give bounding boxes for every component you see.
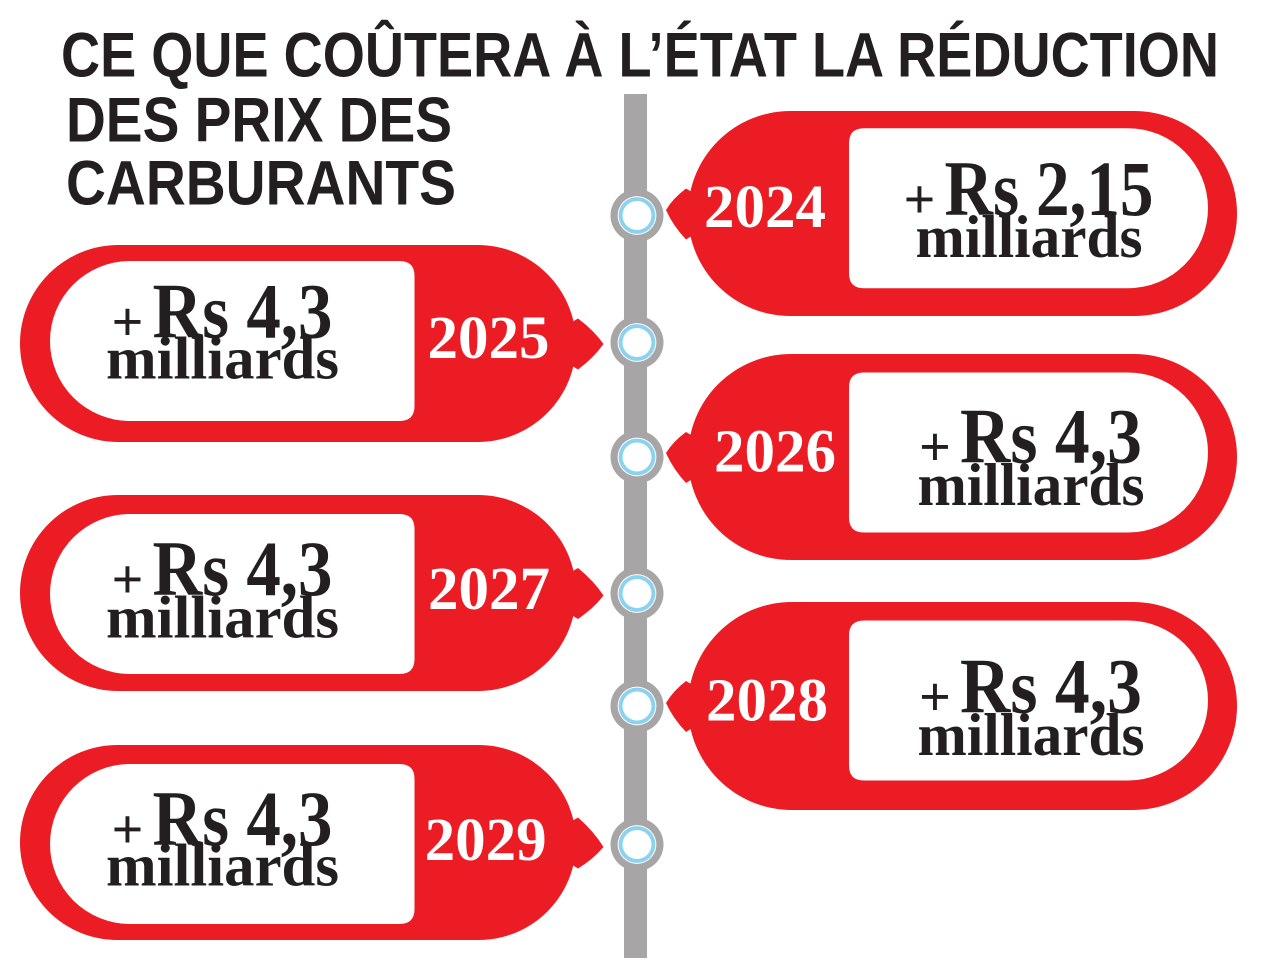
svg-text:CE QUE COÛTERA À L’ÉTAT LA RÉD: CE QUE COÛTERA À L’ÉTAT LA RÉDUCTION	[61, 19, 1219, 90]
svg-text:2024: 2024	[704, 173, 826, 241]
svg-text:milliards: milliards	[106, 833, 339, 899]
svg-text:Rs 2,15: Rs 2,15	[945, 145, 1154, 232]
svg-text:Rs 4,3: Rs 4,3	[960, 643, 1142, 730]
svg-text:+: +	[904, 169, 936, 231]
svg-text:2028: 2028	[706, 667, 828, 735]
svg-text:Rs 4,3: Rs 4,3	[153, 775, 333, 862]
svg-text:2025: 2025	[428, 304, 550, 372]
svg-text:+: +	[919, 417, 951, 479]
svg-text:+: +	[919, 667, 951, 729]
svg-text:Rs 4,3: Rs 4,3	[153, 525, 333, 612]
svg-text:Rs 4,3: Rs 4,3	[960, 393, 1142, 480]
svg-text:+: +	[112, 549, 144, 611]
svg-text:+: +	[112, 291, 144, 353]
svg-text:DES PRIX DES: DES PRIX DES	[66, 85, 452, 155]
svg-text:milliards: milliards	[106, 585, 339, 651]
svg-text:milliards: milliards	[916, 204, 1143, 270]
svg-text:2026: 2026	[714, 418, 836, 486]
svg-text:milliards: milliards	[106, 325, 339, 391]
svg-text:CARBURANTS: CARBURANTS	[66, 149, 456, 219]
svg-text:+: +	[112, 799, 144, 861]
svg-text:2027: 2027	[428, 555, 550, 623]
svg-text:2029: 2029	[425, 806, 547, 874]
svg-text:Rs 4,3: Rs 4,3	[153, 267, 333, 354]
svg-text:milliards: milliards	[918, 452, 1145, 518]
svg-text:milliards: milliards	[918, 702, 1145, 768]
